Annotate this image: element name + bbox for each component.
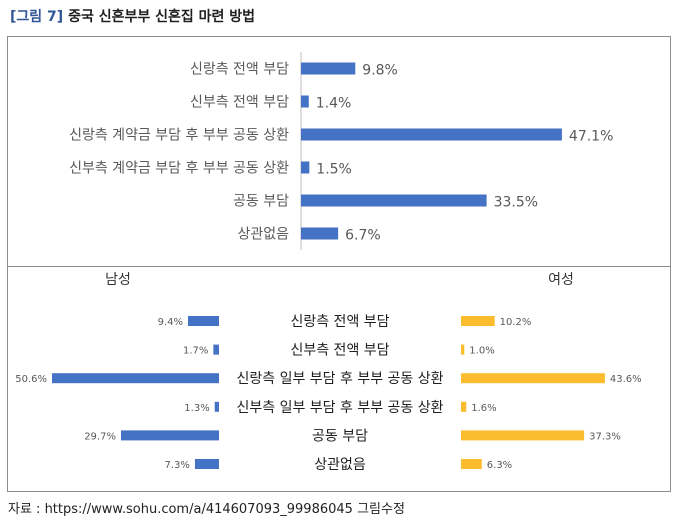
female-value-label: 37.3% (589, 431, 621, 442)
top-value-label: 9.8% (362, 63, 398, 79)
female-value-label: 1.0% (469, 346, 494, 357)
legend-female: 여성 (548, 272, 574, 288)
male-bar (214, 401, 219, 412)
female-value-label: 43.6% (610, 374, 642, 385)
bottom-category-label: 신랑측 일부 부담 후 부부 공동 상환 (236, 371, 443, 387)
bottom-category-label: 신랑측 전액 부담 (290, 314, 389, 330)
top-category-label: 신랑측 계약금 부담 후 부부 공동 상환 (69, 128, 289, 144)
source-note: 자료 : https://www.sohu.com/a/414607093_99… (8, 502, 405, 517)
legend-male: 남성 (105, 272, 131, 288)
female-value-label: 6.3% (487, 460, 512, 471)
male-value-label: 1.3% (184, 403, 209, 414)
top-bar (301, 128, 562, 141)
figure-tag: [그림 7] (10, 9, 64, 25)
bottom-category-label: 신부측 전액 부담 (290, 343, 389, 359)
top-value-label: 1.5% (316, 162, 352, 178)
top-bar (301, 194, 487, 207)
top-bar (301, 62, 356, 75)
female-bar (461, 373, 605, 384)
male-bar (52, 373, 219, 384)
figure-title-text: 중국 신혼부부 신혼집 마련 방법 (68, 9, 255, 25)
female-value-label: 1.6% (471, 403, 496, 414)
male-bar (194, 459, 219, 469)
female-bar (461, 401, 467, 412)
female-bar (461, 459, 482, 469)
bottom-category-label: 공동 부담 (312, 428, 368, 444)
top-bar (301, 161, 310, 174)
top-category-label: 신부측 전액 부담 (190, 95, 289, 111)
bottom-category-label: 신부측 일부 부담 후 부부 공동 상환 (236, 400, 443, 416)
male-bar (187, 316, 219, 326)
male-value-label: 7.3% (165, 460, 190, 471)
male-bar (120, 430, 219, 441)
male-bar (213, 344, 219, 355)
female-bar (461, 316, 495, 326)
female-bar (461, 430, 585, 441)
top-category-label: 신랑측 전액 부담 (190, 62, 289, 78)
male-value-label: 50.6% (15, 374, 47, 385)
male-value-label: 29.7% (84, 431, 116, 442)
top-value-label: 47.1% (569, 129, 613, 145)
male-value-label: 9.4% (158, 317, 183, 328)
chart-frame (7, 36, 671, 492)
chart-divider (7, 266, 671, 267)
female-value-label: 10.2% (500, 317, 532, 328)
top-bar (301, 95, 309, 108)
top-category-label: 공동 부담 (233, 194, 289, 210)
top-value-label: 33.5% (494, 195, 538, 211)
top-category-label: 상관없음 (237, 227, 289, 243)
top-value-label: 1.4% (316, 96, 352, 112)
figure-title: [그림 7] 중국 신혼부부 신혼집 마련 방법 (10, 6, 255, 26)
top-bar (301, 227, 339, 240)
female-bar (461, 344, 465, 355)
top-value-label: 6.7% (345, 228, 381, 244)
male-value-label: 1.7% (183, 346, 208, 357)
bottom-category-label: 상관없음 (314, 457, 366, 473)
top-category-label: 신부측 계약금 부담 후 부부 공동 상환 (69, 161, 289, 177)
